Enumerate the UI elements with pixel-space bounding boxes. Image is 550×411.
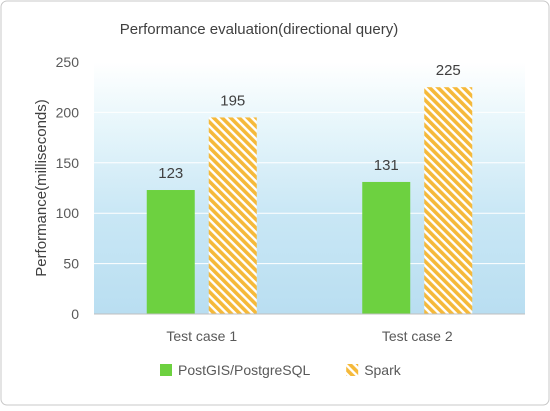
x-axis-ticks: Test case 1 Test case 2 (166, 328, 453, 344)
bar (146, 190, 195, 314)
y-axis-ticks: 0 50 100 150 200 250 (56, 54, 80, 322)
x-tick-label: Test case 1 (166, 328, 237, 344)
y-tick-label: 200 (56, 104, 80, 120)
y-tick-label: 250 (56, 54, 80, 70)
legend-swatch (160, 364, 172, 376)
data-label: 131 (374, 157, 399, 174)
data-label: 225 (436, 62, 461, 79)
y-tick-label: 100 (56, 205, 80, 221)
y-tick-label: 0 (71, 306, 79, 322)
data-label: 195 (220, 92, 245, 109)
chart-title: Performance evaluation(directional query… (120, 21, 398, 38)
bars (146, 87, 473, 314)
x-tick-label: Test case 2 (382, 328, 453, 344)
legend-label: Spark (364, 362, 402, 378)
bar (424, 87, 473, 314)
legend-label: PostGIS/PostgreSQL (178, 362, 310, 378)
bar (362, 181, 411, 314)
data-labels: 123 195 131 225 (158, 62, 461, 182)
y-tick-label: 50 (63, 256, 79, 272)
data-label: 123 (158, 165, 183, 182)
bar (208, 117, 257, 314)
y-tick-label: 150 (56, 155, 80, 171)
legend: PostGIS/PostgreSQL Spark (160, 362, 402, 378)
legend-swatch (346, 364, 359, 376)
y-axis-label: Performance(milliseconds) (33, 99, 50, 277)
